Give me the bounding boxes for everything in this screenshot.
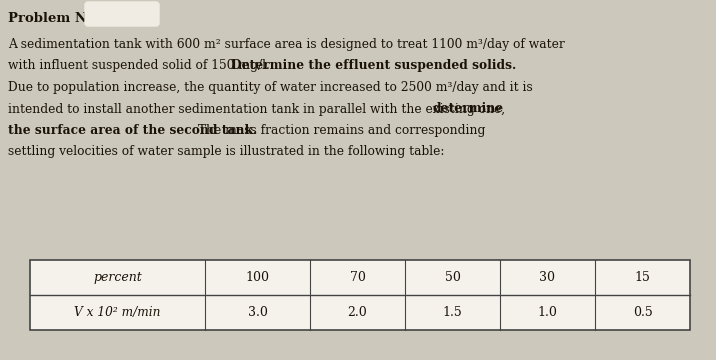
Text: Determine the effluent suspended solids.: Determine the effluent suspended solids. bbox=[231, 59, 516, 72]
Text: 2.0: 2.0 bbox=[348, 306, 367, 319]
Text: with influent suspended solid of 150 mg/l. Determine the effluent suspended soli: with influent suspended solid of 150 mg/… bbox=[8, 59, 530, 72]
FancyBboxPatch shape bbox=[85, 2, 159, 26]
Text: determine: determine bbox=[432, 103, 504, 116]
Text: 70: 70 bbox=[349, 271, 365, 284]
Text: 15: 15 bbox=[634, 271, 650, 284]
Text: percent: percent bbox=[93, 271, 142, 284]
Text: Due to population increase, the quantity of water increased to 2500 m³/day and i: Due to population increase, the quantity… bbox=[8, 81, 533, 94]
Text: 100: 100 bbox=[246, 271, 269, 284]
Text: The mass fraction remains and corresponding: The mass fraction remains and correspond… bbox=[195, 124, 486, 137]
Text: the surface area of the second tank.: the surface area of the second tank. bbox=[8, 124, 257, 137]
Text: settling velocities of water sample is illustrated in the following table:: settling velocities of water sample is i… bbox=[8, 145, 445, 158]
Text: 30: 30 bbox=[539, 271, 556, 284]
Text: 50: 50 bbox=[445, 271, 460, 284]
Text: 1.5: 1.5 bbox=[442, 306, 463, 319]
Text: A sedimentation tank with 600 m² surface area is designed to treat 1100 m³/day o: A sedimentation tank with 600 m² surface… bbox=[8, 38, 565, 51]
Text: with influent suspended solid of 150 mg/l.: with influent suspended solid of 150 mg/… bbox=[8, 59, 274, 72]
Text: 1.0: 1.0 bbox=[538, 306, 558, 319]
Text: V x 10² m/min: V x 10² m/min bbox=[74, 306, 160, 319]
Text: intended to install another sedimentation tank in parallel with the existing one: intended to install another sedimentatio… bbox=[8, 103, 509, 116]
Bar bbox=[30, 260, 690, 330]
Text: Problem No. 3: Problem No. 3 bbox=[8, 12, 119, 25]
Text: 3.0: 3.0 bbox=[248, 306, 268, 319]
Text: 0.5: 0.5 bbox=[633, 306, 652, 319]
